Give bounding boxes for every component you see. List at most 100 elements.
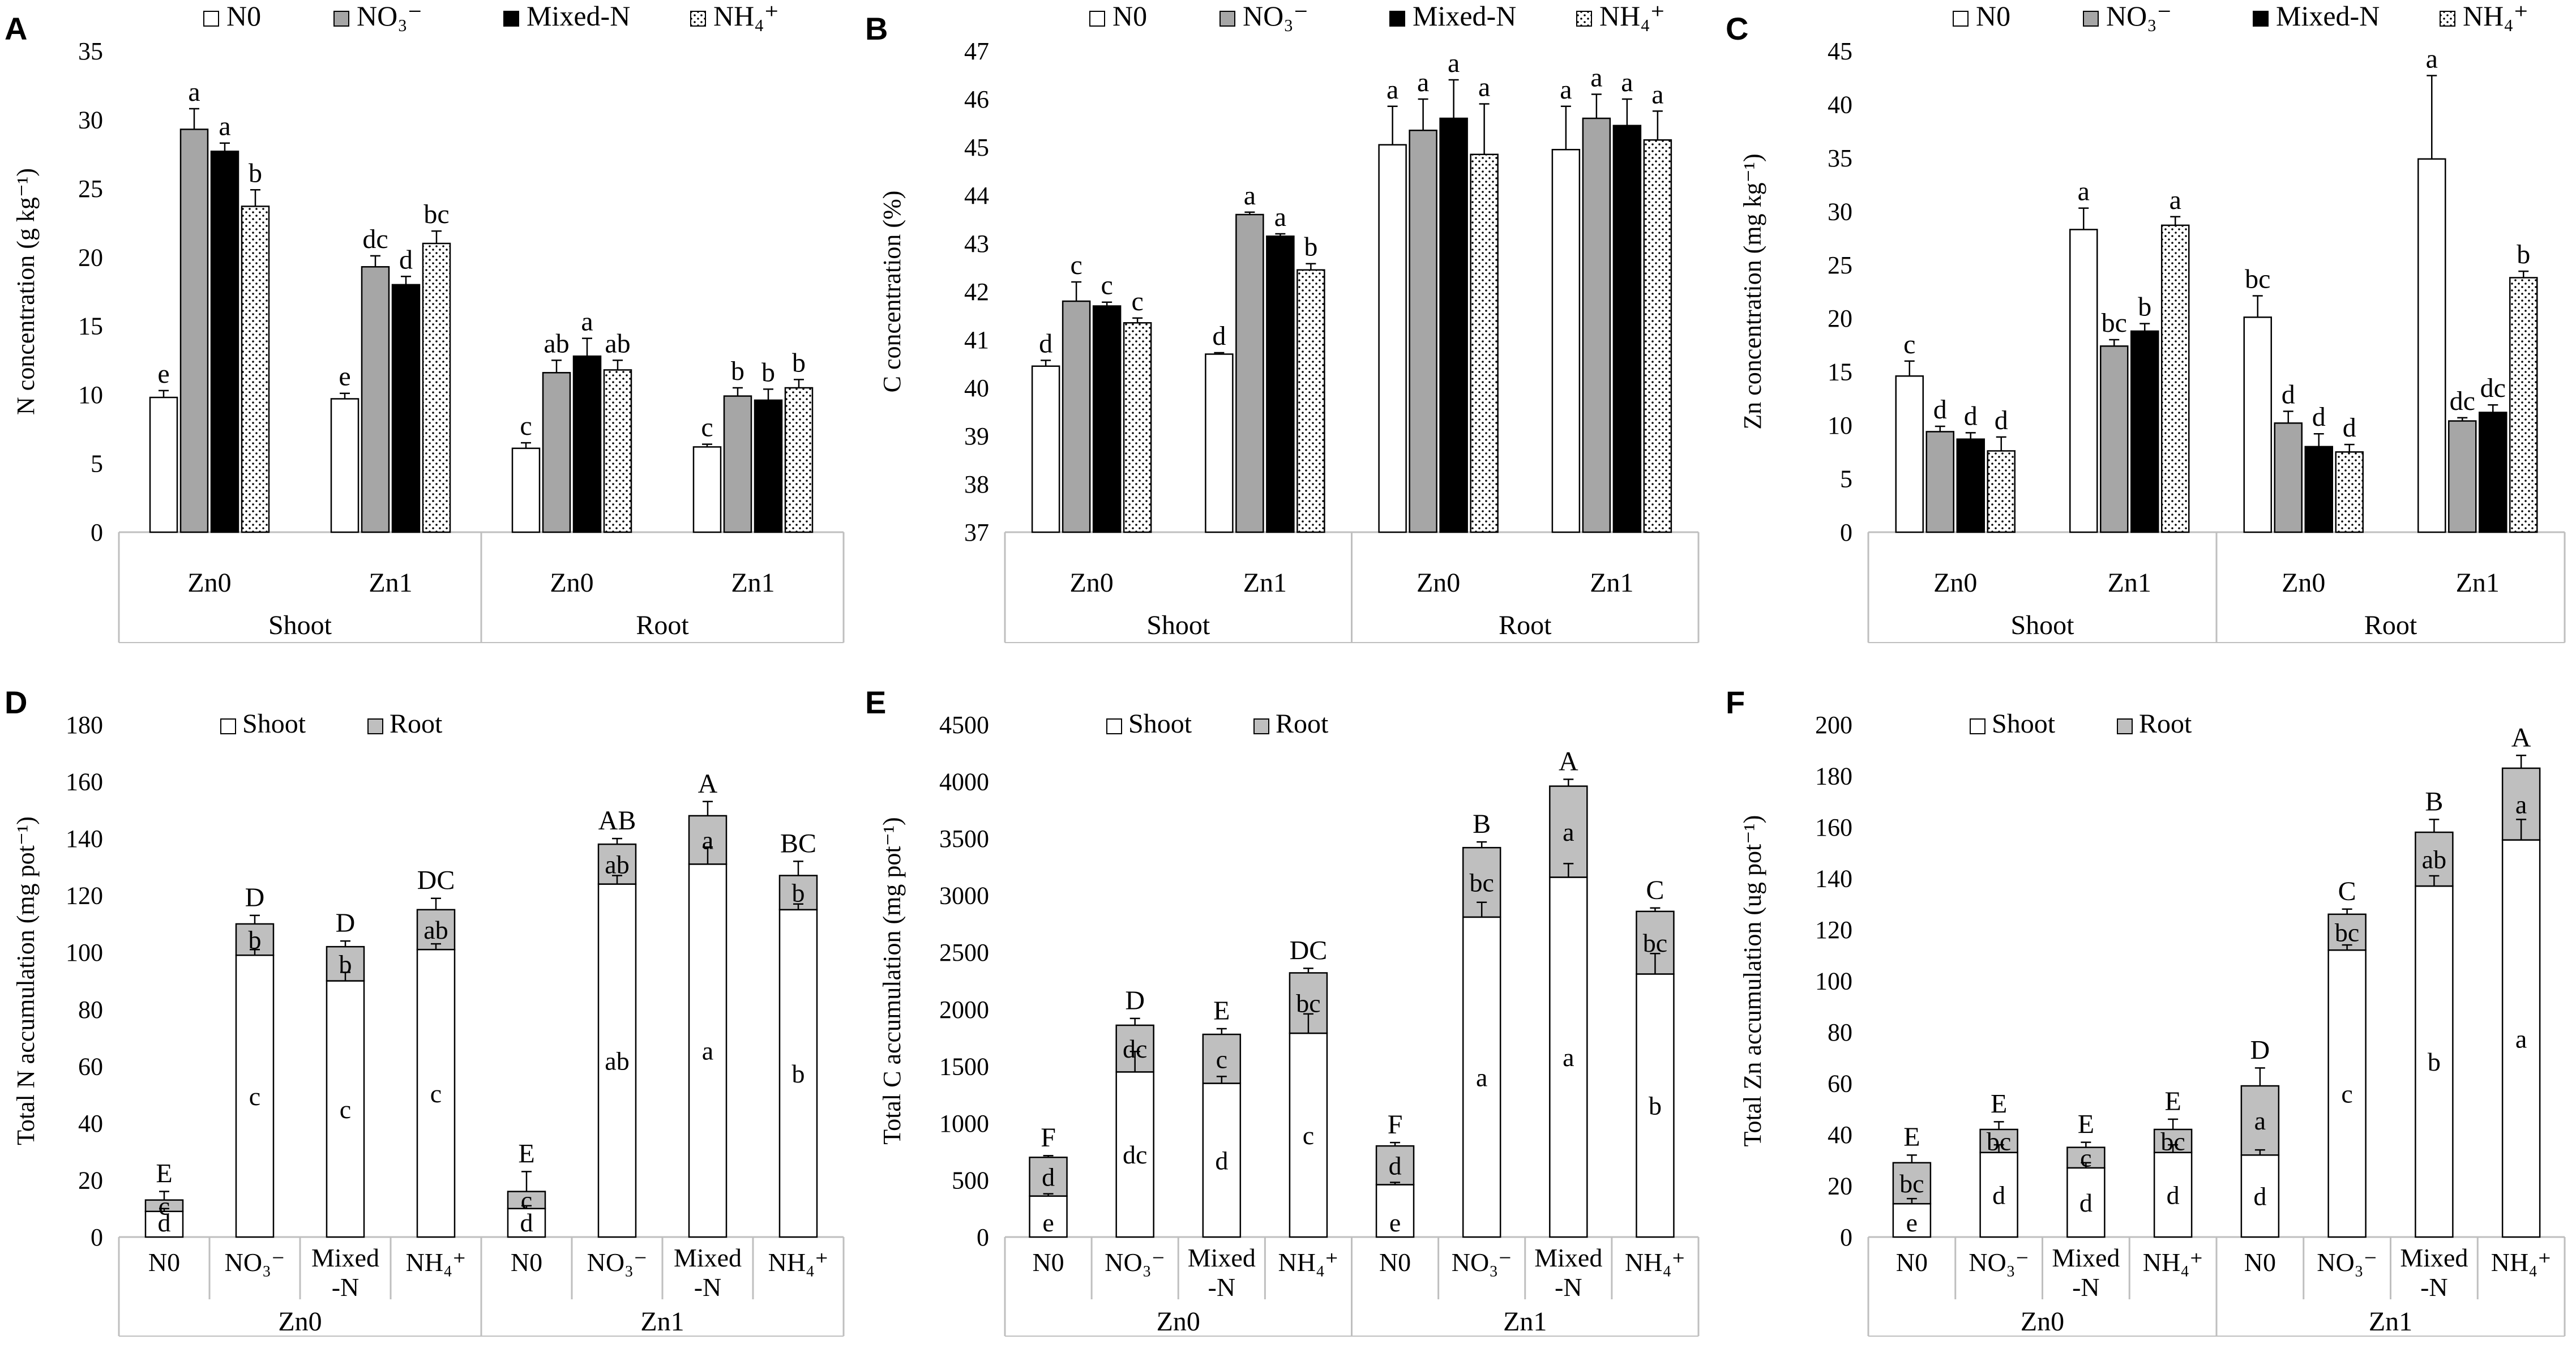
shoot-significance-letter: c (1303, 1121, 1314, 1150)
legend-swatch-2 (503, 11, 519, 27)
bar-zn0-1 (1062, 300, 1091, 533)
significance-letter: a (2426, 44, 2438, 74)
legend-swatch-2 (2253, 11, 2269, 27)
x-zn-group-label: Zn1 (640, 1307, 684, 1337)
shoot-significance-letter: d (2253, 1182, 2266, 1211)
significance-letter: e (339, 362, 350, 392)
x-group-label: Zn0 (1417, 568, 1460, 598)
root-significance-letter: bc (2335, 918, 2359, 947)
root-bar (1029, 1156, 1068, 1197)
total-significance-letter: A (1559, 747, 1578, 777)
significance-letter: a (188, 77, 200, 107)
bar-zn0-0 (2243, 316, 2272, 533)
significance-letter: c (1131, 286, 1143, 316)
y-tick-label: 10 (1828, 412, 1852, 439)
shoot-bar (2327, 949, 2367, 1238)
x-category-label: N0 (1896, 1248, 1928, 1277)
total-significance-letter: DC (1290, 935, 1328, 965)
x-category-label: NO₃⁻ (1452, 1248, 1512, 1277)
shoot-bar (1549, 876, 1588, 1238)
y-tick-label: 160 (1815, 814, 1852, 841)
x-category-label: Mixed (2052, 1243, 2120, 1272)
bar-zn0-0 (1378, 144, 1407, 533)
legend-swatch-shoot (220, 718, 236, 734)
significance-letter: b (761, 357, 775, 387)
shoot-bar (778, 909, 818, 1238)
legend-swatch-shoot (1970, 718, 1986, 734)
bar-zn1-1 (723, 395, 752, 533)
shoot-significance-letter: a (1476, 1063, 1487, 1092)
legend-label-shoot: Shoot (1992, 709, 2056, 739)
shoot-bar (1202, 1082, 1242, 1238)
shoot-significance-letter: d (158, 1208, 171, 1237)
legend-swatch-3 (690, 11, 706, 27)
y-tick-label: 0 (91, 1223, 103, 1251)
y-tick-label: 5 (1840, 465, 1852, 493)
x-category-label: -N (2072, 1273, 2100, 1302)
x-tissue-label: Root (1499, 610, 1552, 640)
legend-swatch-root (1253, 718, 1269, 734)
y-tick-label: 2500 (939, 939, 989, 966)
significance-letter: a (1417, 67, 1429, 97)
y-tick-label: 500 (952, 1166, 989, 1194)
x-category-label: N0 (1379, 1248, 1411, 1277)
x-group-label: Zn0 (1933, 568, 1977, 598)
significance-letter: ab (605, 328, 630, 358)
bar-zn1-0 (1205, 353, 1234, 533)
shoot-significance-letter: e (1906, 1208, 1918, 1237)
bar-zn0-1 (542, 372, 571, 533)
root-significance-letter: ab (2422, 845, 2446, 874)
x-category-label: NH₄⁺ (2143, 1248, 2203, 1277)
total-significance-letter: D (245, 883, 265, 913)
shoot-bar (416, 948, 456, 1238)
panel-label-F: F (1726, 684, 1745, 720)
panel-label-E: E (865, 684, 886, 720)
panel-label-C: C (1726, 11, 1748, 46)
x-category-label: Mixed (2400, 1243, 2468, 1272)
bar-zn1-2 (2479, 412, 2507, 533)
root-significance-letter: ab (605, 850, 629, 879)
shoot-significance-letter: a (702, 1037, 713, 1065)
root-significance-letter: c (2080, 1144, 2091, 1172)
y-tick-label: 4000 (939, 768, 989, 796)
legend-label-3: NH₄⁺ (2463, 0, 2528, 32)
y-tick-label: 20 (1828, 305, 1852, 332)
bar-zn0-3 (1470, 153, 1499, 533)
total-significance-letter: D (336, 908, 356, 938)
significance-letter: dc (362, 224, 388, 254)
shoot-bar (235, 955, 275, 1238)
bar-zn0-2 (210, 151, 239, 533)
x-category-label: NO₃⁻ (2317, 1248, 2377, 1277)
total-significance-letter: E (1903, 1122, 1920, 1152)
x-group-label: Zn0 (2282, 568, 2325, 598)
y-tick-label: 0 (1840, 1223, 1852, 1251)
y-tick-label: 30 (78, 106, 103, 134)
x-category-label: -N (332, 1273, 360, 1302)
significance-letter: bc (423, 199, 449, 229)
legend-swatch-1 (2083, 11, 2099, 27)
significance-letter: a (1590, 63, 1602, 93)
significance-letter: d (2343, 413, 2356, 443)
significance-letter: d (1995, 405, 2008, 435)
legend-label-0: N0 (226, 0, 261, 32)
bar-zn1-1 (1582, 117, 1611, 533)
root-significance-letter: a (2515, 790, 2527, 819)
significance-letter: b (2517, 239, 2530, 269)
bar-zn0-3 (1123, 322, 1152, 533)
bar-zn1-1 (2448, 420, 2477, 533)
y-tick-label: 80 (78, 996, 103, 1024)
shoot-significance-letter: d (1215, 1146, 1228, 1175)
y-tick-label: 45 (1828, 37, 1852, 65)
shoot-bar (2240, 1154, 2280, 1238)
total-significance-letter: F (1388, 1110, 1403, 1140)
root-bar (1375, 1145, 1415, 1186)
y-tick-label: 40 (1828, 91, 1852, 118)
y-tick-label: 20 (78, 243, 103, 271)
panel-label-B: B (865, 11, 888, 46)
root-significance-letter: c (1216, 1045, 1227, 1073)
shoot-significance-letter: b (1649, 1092, 1662, 1120)
x-group-label: Zn1 (2108, 568, 2151, 598)
bar-zn1-0 (692, 446, 722, 533)
y-tick-label: 15 (1828, 358, 1852, 386)
